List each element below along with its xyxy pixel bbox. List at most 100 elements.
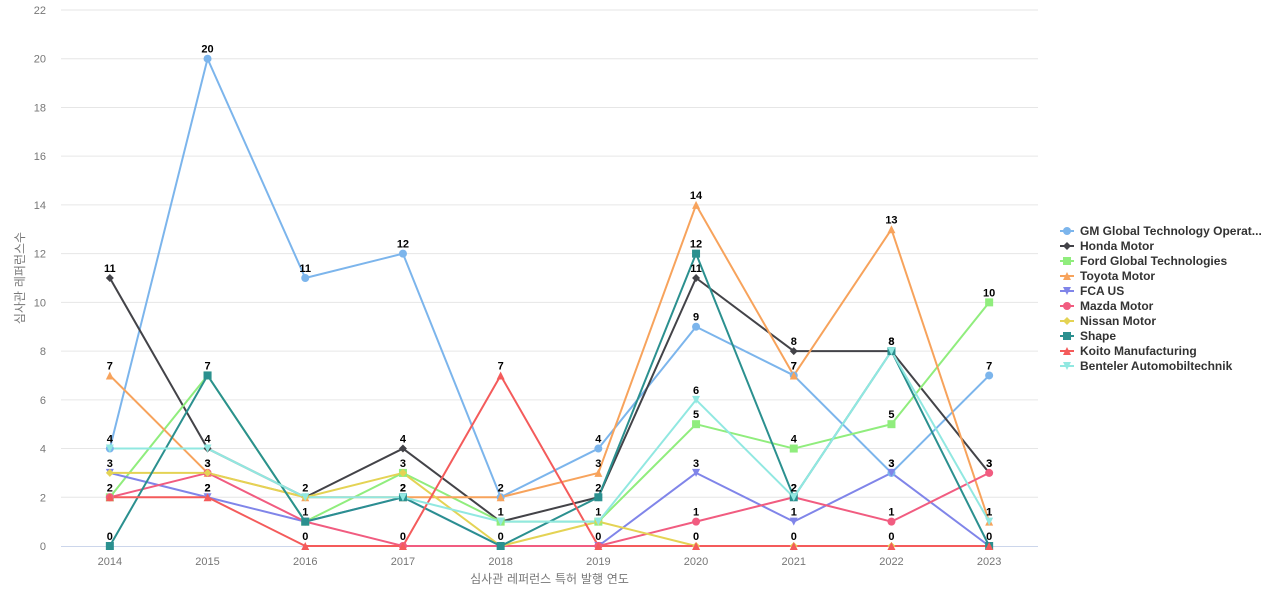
legend-label: Koito Manufacturing [1080, 344, 1197, 358]
data-label: 3 [595, 458, 601, 470]
legend-item[interactable]: Ford Global Technologies [1060, 254, 1227, 268]
legend-item[interactable]: Mazda Motor [1060, 299, 1154, 313]
data-label: 3 [888, 458, 894, 470]
legend-symbol [1063, 317, 1071, 325]
data-label: 6 [693, 385, 699, 397]
data-label: 13 [885, 214, 897, 226]
legend-item[interactable]: Toyota Motor [1060, 269, 1155, 283]
legend-item[interactable]: FCA US [1060, 284, 1124, 298]
data-label: 2 [791, 482, 797, 494]
data-label: 0 [791, 531, 797, 543]
legend-label: Ford Global Technologies [1080, 254, 1227, 268]
data-point [105, 274, 114, 282]
data-label: 3 [204, 458, 210, 470]
data-label: 8 [791, 336, 797, 348]
y-tick-label: 22 [34, 5, 46, 17]
data-point [301, 274, 310, 282]
data-label: 4 [400, 434, 407, 446]
data-label: 3 [204, 458, 210, 470]
data-point [203, 493, 212, 502]
data-point [887, 517, 896, 526]
legend-item[interactable]: Shape [1060, 329, 1116, 343]
legend-item[interactable]: Honda Motor [1060, 239, 1154, 253]
data-label: 2 [595, 482, 601, 494]
data-label: 7 [498, 360, 504, 372]
x-tick-label: 2023 [977, 556, 1001, 568]
data-point [203, 371, 212, 380]
legend-label: Honda Motor [1080, 239, 1154, 253]
data-label: 1 [498, 507, 504, 519]
y-tick-label: 0 [40, 541, 46, 553]
y-tick-label: 12 [34, 249, 46, 261]
data-point [887, 347, 896, 356]
data-point [398, 249, 407, 258]
data-label: 0 [986, 531, 992, 543]
data-label: 12 [690, 239, 702, 251]
legend-label: FCA US [1080, 284, 1124, 298]
data-point [105, 542, 114, 550]
legend-item[interactable]: Nissan Motor [1060, 314, 1156, 328]
data-point [203, 444, 212, 453]
data-point [496, 371, 505, 380]
legend-item[interactable]: GM Global Technology Operat... [1060, 224, 1262, 238]
x-tick-label: 2014 [98, 556, 122, 568]
data-point [692, 274, 701, 282]
data-label: 0 [107, 531, 113, 543]
data-label: 0 [498, 531, 504, 543]
data-point [692, 420, 701, 429]
data-point [985, 298, 994, 307]
legend-symbol [1063, 347, 1071, 355]
data-point [985, 468, 994, 477]
x-tick-label: 2019 [586, 556, 610, 568]
data-label: 5 [888, 409, 894, 421]
legend-symbol [1063, 332, 1071, 340]
data-label: 2 [107, 482, 113, 494]
data-point [203, 468, 212, 477]
data-label: 0 [693, 531, 699, 543]
data-point [887, 468, 896, 477]
data-label: 2 [791, 482, 797, 494]
data-label: 4 [204, 434, 211, 446]
legend-label: Toyota Motor [1080, 269, 1155, 283]
series-line [108, 374, 991, 547]
legend-item[interactable]: Benteler Automobiltechnik [1060, 359, 1233, 373]
legend-symbol [1063, 242, 1071, 250]
data-label: 2 [400, 482, 406, 494]
data-point [398, 493, 407, 502]
data-label: 1 [986, 507, 992, 519]
data-label: 0 [888, 531, 894, 543]
data-label: 1 [595, 507, 601, 519]
data-label: 11 [299, 263, 311, 275]
data-label: 12 [397, 239, 409, 251]
series-line [108, 203, 991, 523]
series-line [108, 301, 991, 523]
data-label: 9 [693, 312, 699, 324]
legend-symbol [1063, 287, 1071, 295]
y-tick-label: 6 [40, 395, 46, 407]
data-point [496, 542, 505, 550]
data-label: 14 [690, 190, 703, 202]
legend-symbol [1063, 227, 1071, 235]
data-label: 4 [107, 434, 114, 446]
x-tick-label: 2015 [195, 556, 219, 568]
x-tick-label: 2021 [782, 556, 806, 568]
legend-label: Mazda Motor [1080, 299, 1154, 313]
y-tick-label: 10 [34, 297, 46, 309]
data-label: 8 [888, 336, 894, 348]
legend-symbol [1063, 362, 1071, 370]
legend-item[interactable]: Koito Manufacturing [1060, 344, 1197, 358]
y-axis-ticks: 0 2 4 6 8 10 12 14 16 18 20 22 [34, 5, 46, 553]
data-point [301, 493, 310, 502]
legend-label: GM Global Technology Operat... [1080, 224, 1262, 238]
data-label: 2 [302, 482, 308, 494]
data-label: 7 [204, 360, 210, 372]
data-label: 1 [986, 507, 992, 519]
data-label: 0 [302, 531, 308, 543]
x-tick-label: 2017 [391, 556, 415, 568]
data-point [301, 517, 310, 526]
data-point [398, 444, 407, 453]
data-point [105, 468, 114, 477]
data-point [789, 493, 798, 502]
x-tick-label: 2022 [879, 556, 903, 568]
